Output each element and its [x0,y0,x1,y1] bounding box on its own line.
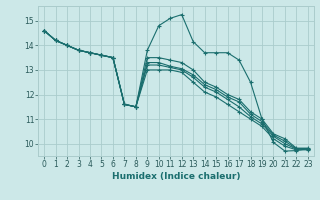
X-axis label: Humidex (Indice chaleur): Humidex (Indice chaleur) [112,172,240,181]
